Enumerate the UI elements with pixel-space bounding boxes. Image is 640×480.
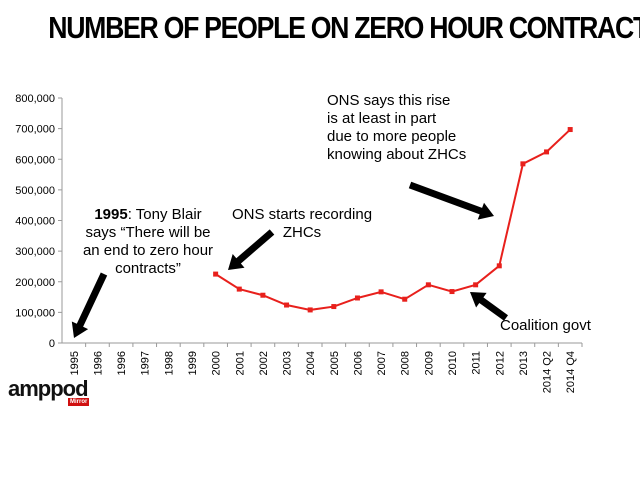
x-tick-label: 2003	[282, 351, 294, 375]
data-point	[567, 127, 573, 133]
x-tick-label: 2011	[471, 351, 483, 375]
data-point	[213, 271, 219, 277]
x-tick-label: 2014 Q4	[565, 351, 577, 393]
y-tick-label: 400,000	[15, 216, 55, 228]
y-tick-label: 800,000	[15, 93, 55, 105]
x-tick-label: 2009	[423, 351, 435, 375]
y-tick-label: 700,000	[15, 124, 55, 136]
data-point	[449, 289, 455, 295]
x-tick-label: 1998	[163, 351, 175, 375]
data-point	[544, 149, 550, 155]
arrows	[71, 181, 508, 338]
y-tick-label: 0	[49, 338, 55, 350]
x-tick-label: 2000	[211, 351, 223, 375]
arrow-ons-rise	[408, 181, 494, 220]
y-tick-label: 600,000	[15, 154, 55, 166]
annotation-ons-start-line2: ZHCs	[282, 224, 322, 241]
annotation-blair-line2: says “There will be	[85, 224, 211, 241]
x-tick-label: 2008	[400, 351, 412, 375]
arrow-ons-start	[228, 229, 275, 270]
x-tick-label: 2006	[352, 351, 364, 375]
logo-badge: Mirror	[68, 398, 90, 406]
annotation-blair-line3: an end to zero hour	[82, 242, 214, 259]
annotation-blair-text: : Tony Blair	[127, 206, 202, 223]
annotation-ons-rise-line1: ONS says this rise	[327, 92, 451, 109]
data-point	[496, 263, 502, 269]
arrow-coalition	[470, 292, 508, 321]
annotation-blair-line4: contracts”	[115, 260, 181, 277]
logo: amppod Mirror	[8, 376, 90, 410]
data-point	[473, 282, 479, 288]
data-point	[425, 282, 431, 288]
x-tick-label: 2004	[305, 351, 317, 375]
annotation-blair-year: 1995	[94, 206, 128, 223]
x-axis: 1995 1996 1996 1997 1998 1999 2000 2001 2002 2003…	[62, 342, 583, 393]
data-point	[354, 295, 360, 301]
x-tick-label: 1999	[187, 351, 199, 375]
page-title: NUMBER OF PEOPLE ON ZERO HOUR CONTRACTS	[48, 10, 640, 45]
y-tick-label: 100,000	[15, 307, 55, 319]
logo-text: amppod	[8, 376, 89, 401]
arrow-1995	[71, 272, 108, 338]
x-tick-label: 2007	[376, 351, 388, 375]
series-line	[215, 128, 571, 311]
annotation-ons-start-line1: ONS starts recording	[232, 206, 373, 223]
data-point	[520, 161, 526, 167]
annotation-ons-rise-line4: knowing about ZHCs	[327, 146, 467, 163]
y-tick-label: 200,000	[15, 277, 55, 289]
x-tick-label: 2005	[329, 351, 341, 375]
x-tick-label: 2012	[494, 351, 506, 375]
data-point	[260, 292, 266, 298]
annotation-ons-rise: ONS says this rise is at least in part d…	[327, 92, 466, 164]
y-axis: 0 100,000 200,000 300,000 400,000 500,000 600,…	[15, 93, 63, 350]
data-point	[331, 304, 337, 310]
x-tick-label: 1996	[116, 351, 128, 375]
annotation-ons-rise-line3: due to more people	[327, 128, 457, 145]
data-point	[402, 296, 408, 302]
x-tick-label: 1995	[69, 351, 81, 375]
x-tick-label: 1996	[92, 351, 104, 375]
annotation-blair: 1995: Tony Blair says “There will be an …	[68, 206, 228, 278]
data-point	[236, 286, 242, 292]
data-point	[284, 302, 290, 308]
data-point	[378, 289, 384, 295]
series-layer	[213, 127, 573, 313]
x-tick-label: 2002	[258, 351, 270, 375]
annotation-ons-start: ONS starts recording ZHCs	[232, 206, 372, 242]
y-tick-label: 500,000	[15, 185, 55, 197]
x-tick-label: 2013	[518, 351, 530, 375]
x-tick-label: 1997	[140, 351, 152, 375]
x-tick-label: 2014 Q2	[542, 351, 554, 393]
annotation-ons-rise-line2: is at least in part	[327, 110, 437, 127]
data-point	[307, 307, 313, 313]
x-tick-label: 2010	[447, 351, 459, 375]
y-tick-label: 300,000	[15, 246, 55, 258]
annotation-coalition: Coalition govt	[500, 317, 591, 334]
x-tick-label: 2001	[234, 351, 246, 375]
